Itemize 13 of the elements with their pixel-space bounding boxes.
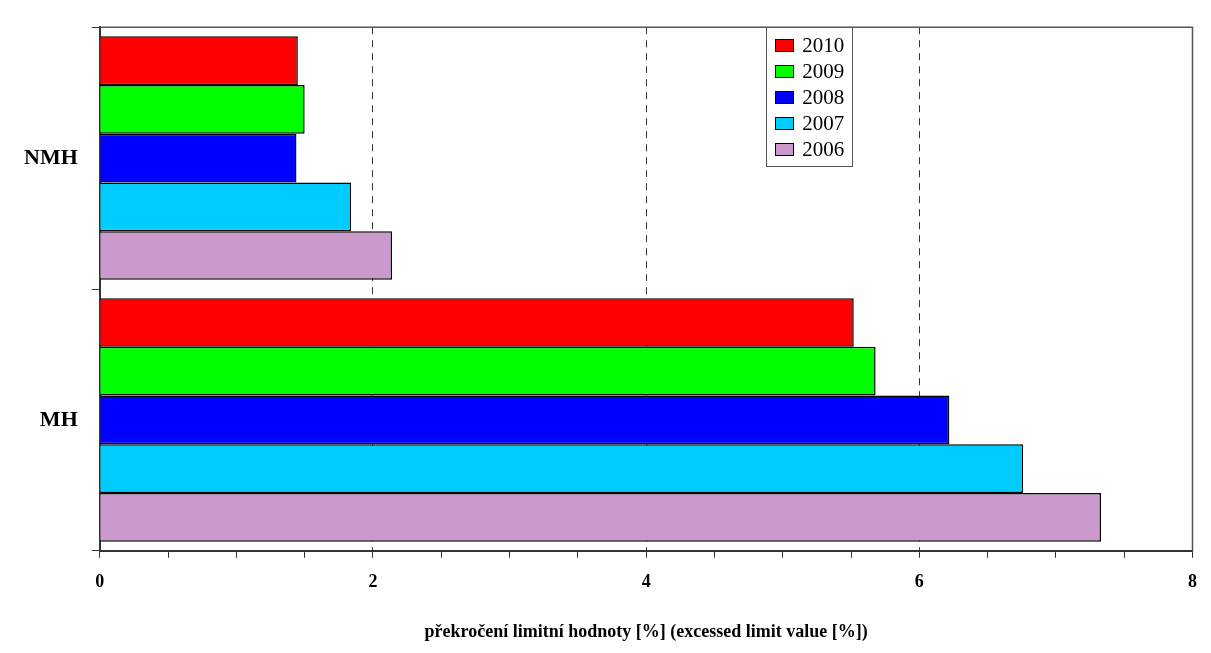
legend-label: 2008 [802,84,845,111]
legend-label: 2006 [802,136,845,163]
y-tick-label: MH [39,405,78,431]
legend-label: 2007 [802,110,845,137]
x-tick-label: 2 [368,571,378,592]
legend-label: 2010 [802,32,845,59]
x-tick-label: 4 [641,571,651,592]
x-tick-label: 8 [1188,571,1197,592]
legend-label: 2009 [802,58,845,85]
x-tick-label: 0 [95,571,105,592]
x-axis-title: překročení limitní hodnoty [%] (excessed limit value [%]) [424,620,868,642]
x-tick-label: 6 [914,571,924,592]
y-tick-label: NMH [24,143,78,169]
